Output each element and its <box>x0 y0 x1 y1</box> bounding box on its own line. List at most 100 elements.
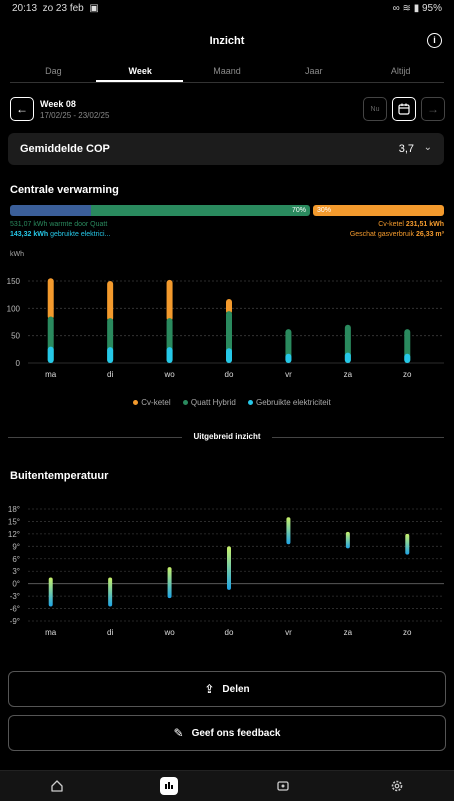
tab-year[interactable]: Jaar <box>305 66 323 76</box>
temp-range-bar <box>286 517 291 545</box>
electric-summary: 143,32 kWh gebruikte elektrici... <box>10 231 110 238</box>
energy-unit-label: kWh <box>10 251 24 258</box>
status-time: 20:13 <box>12 3 38 14</box>
status-bar: 20:13 zo 23 feb ▣ ∞ ≋ ▮ 95% <box>0 0 454 18</box>
elec-value: 143,32 kWh <box>10 231 49 238</box>
energy-y-tick: 0 <box>16 359 21 368</box>
tab-day[interactable]: Dag <box>45 66 62 76</box>
info-icon[interactable]: i <box>427 33 442 48</box>
divider-left <box>8 437 182 438</box>
bar-boiler <box>107 281 114 322</box>
legend-boiler-label: Cv-ketel <box>141 398 171 407</box>
bar-electric <box>344 352 351 363</box>
energy-y-tick: 150 <box>7 277 21 286</box>
bottom-navigation <box>0 770 454 801</box>
temp-range-bar <box>405 533 410 555</box>
boiler-share-bar: 30% <box>313 205 444 216</box>
calendar-icon <box>398 103 410 115</box>
outdoor-section-title: Buitentemperatuur <box>10 470 109 482</box>
pencil-icon: ✎ <box>173 726 184 740</box>
nav-device[interactable] <box>274 777 292 795</box>
calendar-button[interactable] <box>392 97 416 121</box>
bar-electric <box>404 353 411 363</box>
status-right: ∞ ≋ ▮ 95% <box>393 3 442 14</box>
bar-boiler <box>47 278 54 320</box>
nav-insights[interactable] <box>160 777 178 795</box>
gas-value: 26,33 m³ <box>415 231 444 238</box>
temp-x-tick: zo <box>403 628 412 637</box>
share-button[interactable]: ⇪ Delen <box>8 671 446 707</box>
legend-electric-label: Gebruikte elektriciteit <box>256 398 331 407</box>
heat-label: warmte door Quatt <box>49 221 108 228</box>
nav-settings[interactable] <box>388 777 406 795</box>
temp-y-tick: 12° <box>8 530 20 539</box>
active-tab-indicator <box>96 80 183 82</box>
energy-legend: Cv-ketel Quatt Hybrid Gebruikte elektric… <box>0 398 454 407</box>
bar-electric <box>47 346 54 363</box>
temp-y-tick: 6° <box>12 555 20 564</box>
previous-period-button[interactable]: ← <box>10 97 34 121</box>
home-icon <box>51 780 63 792</box>
temp-range-bar <box>167 567 172 599</box>
arrow-left-icon: ← <box>16 102 28 116</box>
period-tabs: Dag Week Maand Jaar Altijd <box>10 66 444 82</box>
page-title: Inzicht <box>209 35 245 47</box>
nav-home[interactable] <box>48 777 66 795</box>
energy-chart: 0 50 100 150 ma di wo do vr za zo <box>7 277 444 379</box>
tab-all[interactable]: Altijd <box>390 66 411 76</box>
feedback-label: Geef ons feedback <box>191 727 281 739</box>
link-icon: ∞ <box>392 3 400 14</box>
energy-x-tick: za <box>344 370 353 379</box>
gear-icon <box>391 780 403 792</box>
legend-boiler-dot <box>133 400 139 406</box>
period-title: Week 08 <box>40 99 76 109</box>
cop-label: Gemiddelde COP <box>20 143 110 155</box>
temp-range-bar <box>48 577 53 607</box>
next-period-button[interactable]: → <box>421 97 445 121</box>
cop-selector[interactable]: Gemiddelde COP 3,7 ⌄ <box>8 133 444 165</box>
temp-x-tick: vr <box>285 628 292 637</box>
bar-electric <box>226 348 232 363</box>
share-label: Delen <box>222 683 250 695</box>
temp-y-tick: 0° <box>12 580 20 589</box>
chevron-down-icon: ⌄ <box>423 142 432 153</box>
feedback-button[interactable]: ✎ Geef ons feedback <box>8 715 446 751</box>
tab-month[interactable]: Maand <box>213 66 241 76</box>
expanded-insight-label[interactable]: Uitgebreid inzicht <box>193 432 261 441</box>
energy-x-tick: wo <box>163 370 175 379</box>
temperature-chart: 18° 15° 12° 9° 6° 3° 0° -3° -6° -9° ma di wo do vr za zo <box>8 505 444 637</box>
energy-x-tick: do <box>225 370 234 379</box>
boiler-percent: 30% <box>317 207 332 214</box>
bar-electric <box>107 347 114 363</box>
period-range: 17/02/25 - 23/02/25 <box>40 111 110 120</box>
temp-x-tick: ma <box>45 628 57 637</box>
now-button[interactable]: Nu <box>363 97 387 121</box>
energy-x-tick: di <box>107 370 113 379</box>
device-icon <box>277 781 289 791</box>
bar-electric <box>166 347 173 363</box>
temp-range-bar <box>227 546 231 590</box>
legend-electric-dot <box>248 400 253 406</box>
share-icon: ⇪ <box>204 682 215 696</box>
energy-y-tick: 50 <box>11 332 20 341</box>
battery-icon: ▮ <box>413 3 420 14</box>
bar-boiler <box>226 299 232 315</box>
temp-x-tick: wo <box>163 628 175 637</box>
temp-x-tick: za <box>344 628 353 637</box>
boiler-value: 231,51 kWh <box>405 221 444 228</box>
heat-value: 531,07 kWh <box>10 221 48 228</box>
wifi-icon: ≋ <box>402 3 411 14</box>
quatt-percent: 70% <box>291 207 306 214</box>
chart-icon <box>165 782 173 789</box>
tab-week[interactable]: Week <box>128 66 152 76</box>
temp-range-bar <box>345 531 350 549</box>
legend-quatt-label: Quatt Hybrid <box>190 398 236 407</box>
energy-x-tick: zo <box>403 370 412 379</box>
status-time-date: 20:13 zo 23 feb ▣ <box>12 3 99 14</box>
battery-level: 95% <box>421 3 442 14</box>
temp-y-tick: 9° <box>12 542 20 551</box>
cop-value: 3,7 <box>398 143 414 155</box>
heat-summary: 531,07 kWh warmte door Quatt <box>10 221 107 228</box>
elec-label: gebruikte elektrici... <box>50 231 111 238</box>
temp-y-tick: 18° <box>8 505 20 514</box>
